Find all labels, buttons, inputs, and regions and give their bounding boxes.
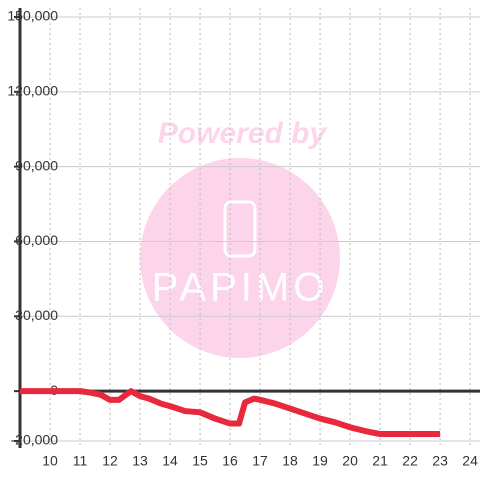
watermark-logo: PAPIMO	[152, 266, 329, 310]
x-tick-label: 10	[42, 453, 58, 469]
watermark-text: Powered by	[158, 117, 328, 150]
x-tick-label: 18	[282, 453, 298, 469]
y-tick-label: 30,000	[15, 307, 58, 323]
x-tick-label: 20	[342, 453, 358, 469]
data-line	[20, 388, 441, 438]
x-tick-label: 21	[372, 453, 388, 469]
watermark-phone	[223, 200, 257, 258]
y-tick-label: 150,000	[7, 8, 58, 24]
x-tick-label: 24	[462, 453, 478, 469]
x-tick-label: 22	[402, 453, 418, 469]
x-tick-label: 16	[222, 453, 238, 469]
y-tick-label: 60,000	[15, 232, 58, 248]
y-tick-label: 120,000	[7, 83, 58, 99]
x-tick-label: 15	[192, 453, 208, 469]
y-tick-label: 90,000	[15, 157, 58, 173]
x-tick-label: 14	[162, 453, 178, 469]
x-tick-label: 17	[252, 453, 268, 469]
x-tick-label: 23	[432, 453, 448, 469]
x-tick-label: 12	[102, 453, 118, 469]
x-tick-label: 13	[132, 453, 148, 469]
x-tick-label: 11	[73, 453, 88, 469]
y-tick-label: -20,000	[11, 432, 59, 448]
x-tick-label: 19	[312, 453, 328, 469]
